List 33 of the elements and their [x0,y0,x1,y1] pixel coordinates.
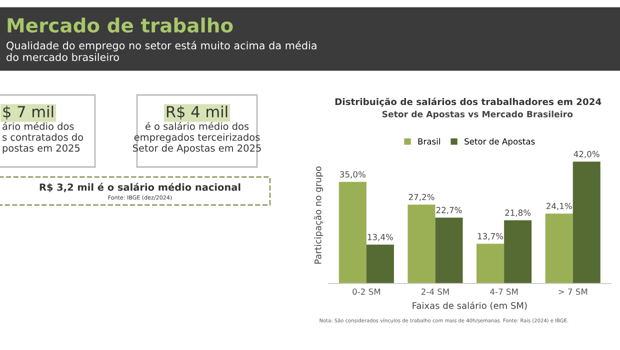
chart-subtitle: Setor de Apostas vs Mercado Brasileiro [382,110,573,120]
x-tick-label: > 7 SM [558,288,588,295]
bar [504,220,532,284]
bar [476,244,504,284]
text: Mercado de trabalho [8,18,233,33]
text: é o salário médio dos empregados terceirizados Setor de Apostas em 2025 [132,122,261,154]
legend-label: Setor de Apostas [464,138,535,146]
data-label: 21,8% [505,210,531,217]
data-label: 27,2% [408,194,434,202]
y-axis-title: Participação no grupo [314,166,324,264]
text: $ 7 mil [3,106,54,120]
text: ário médio dos s contratados do postas em 2025 [2,122,84,154]
x-axis-title: Faixas de salário (em SM) [412,302,527,310]
x-tick-label: 2-4 SM [421,288,449,295]
text: R$ 4 mil [166,106,228,120]
data-label: 35,0% [340,171,366,178]
text: Qualidade do emprego no setor está muito acima da média do mercado brasileiro [6,40,316,62]
data-label: 13,4% [368,234,393,242]
data-label: 22,7% [436,206,462,214]
bar [338,182,366,284]
bar [435,218,463,284]
data-label: 24,1% [546,202,572,210]
chart-title: Distribuição de salários dos trabalhadores em 2024 [335,98,602,107]
x-tick-label: 4-7 SM [490,288,518,295]
text: R$ 3,2 mil é o salário médio nacional [40,182,240,192]
bar [572,162,600,284]
bar [545,214,573,284]
data-label: 42,0% [574,150,600,158]
data-label: 13,7% [478,233,504,240]
bar [408,204,436,284]
legend-label: Brasil [418,138,440,145]
bar [366,244,394,284]
x-tick-label: 0-2 SM [352,288,380,295]
